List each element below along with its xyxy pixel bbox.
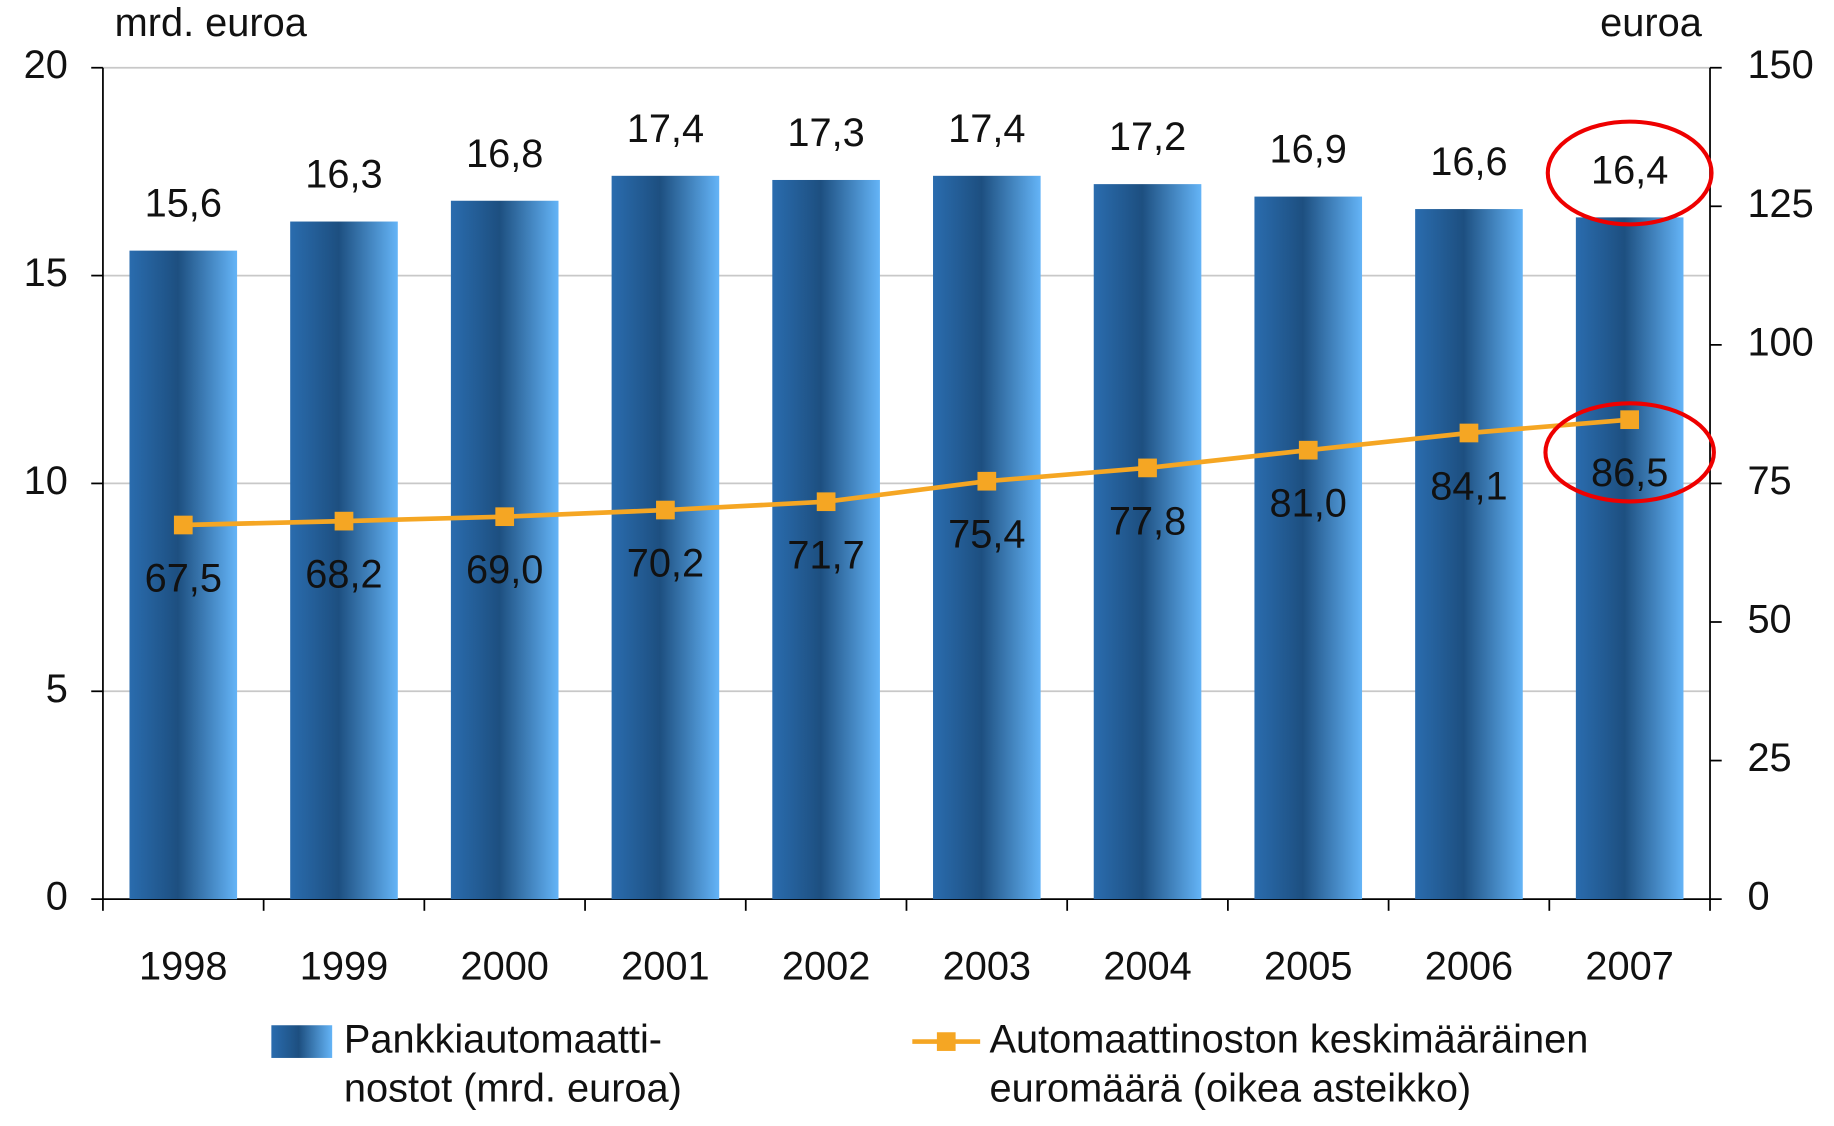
bar (1254, 196, 1363, 900)
y2-tick-label: 50 (1747, 598, 1791, 642)
bar-value-label: 16,3 (305, 153, 382, 197)
bar (1575, 217, 1684, 900)
legend-swatch (936, 1032, 956, 1051)
y2-tick-label: 0 (1747, 875, 1769, 919)
highlight-circle (1545, 119, 1714, 227)
bar-value-label: 16,9 (1270, 128, 1347, 172)
bar (611, 175, 720, 900)
line-value-label: 71,7 (787, 533, 864, 577)
x-tick-label: 2002 (782, 945, 870, 989)
bar-value-label: 16,8 (466, 132, 543, 176)
line-marker (173, 515, 193, 535)
line-value-label: 70,2 (627, 542, 704, 586)
line-marker (816, 492, 836, 512)
bar-value-label: 16,4 (1591, 149, 1668, 193)
x-tick-label: 2003 (943, 945, 1031, 989)
y-tick-label: 0 (46, 875, 68, 919)
bar-value-label: 17,3 (787, 111, 864, 155)
y2-tick-label: 25 (1747, 736, 1791, 780)
x-tick-label: 2004 (1103, 945, 1191, 989)
y2-tick-label: 100 (1747, 320, 1813, 364)
line-value-label: 75,4 (948, 513, 1025, 557)
highlight-circle (1543, 401, 1716, 504)
line-marker (495, 507, 515, 527)
x-tick-label: 2005 (1264, 945, 1352, 989)
bar-value-label: 17,4 (627, 107, 704, 151)
y2-tick-label: 125 (1747, 182, 1813, 226)
y2-axis-label: euroa (1600, 1, 1703, 45)
line-value-label: 68,2 (305, 553, 382, 597)
y-tick-label: 15 (24, 251, 68, 295)
y2-tick-label: 150 (1747, 43, 1813, 87)
line-value-label: 67,5 (145, 557, 222, 601)
line-value-label: 84,1 (1430, 465, 1507, 509)
line-value-label: 69,0 (466, 548, 543, 592)
line-value-label: 86,5 (1591, 451, 1668, 495)
bar (1093, 184, 1202, 900)
legend-label: Automaattinoston keskimääräinen euromäärä… (990, 1017, 1589, 1110)
line-marker (1298, 440, 1318, 460)
bar (290, 221, 398, 900)
bar (933, 175, 1041, 900)
y-axis-label: mrd. euroa (115, 1, 308, 45)
legend-label: Pankkiautomaatti-nostot (mrd. euroa) (344, 1017, 682, 1110)
x-tick-label: 2000 (460, 945, 548, 989)
bar (1415, 209, 1523, 900)
y-tick-label: 10 (24, 459, 68, 503)
line (183, 417, 1630, 528)
bar (129, 250, 238, 900)
bar (772, 179, 880, 900)
legend-swatch (271, 1025, 333, 1058)
line-marker (1138, 458, 1157, 478)
line-marker (656, 500, 675, 520)
x-tick-label: 1998 (139, 945, 227, 989)
x-tick-label: 2001 (621, 945, 709, 989)
bar-value-label: 15,6 (145, 182, 222, 226)
y2-tick-label: 75 (1747, 459, 1791, 503)
line-value-label: 81,0 (1270, 482, 1347, 526)
bar-value-label: 17,2 (1109, 115, 1186, 159)
line-marker (1459, 423, 1479, 443)
bar (450, 200, 559, 900)
line-marker (1620, 410, 1640, 430)
bar-value-label: 16,6 (1430, 140, 1507, 184)
y-tick-label: 20 (24, 43, 68, 87)
bar-value-label: 17,4 (948, 107, 1025, 151)
line-value-label: 77,8 (1109, 499, 1186, 543)
y-tick-label: 5 (46, 667, 68, 711)
x-tick-label: 2006 (1425, 945, 1513, 989)
x-tick-label: 2007 (1585, 945, 1673, 989)
line-marker (334, 511, 354, 531)
x-tick-label: 1999 (300, 945, 388, 989)
line-marker (977, 471, 997, 491)
